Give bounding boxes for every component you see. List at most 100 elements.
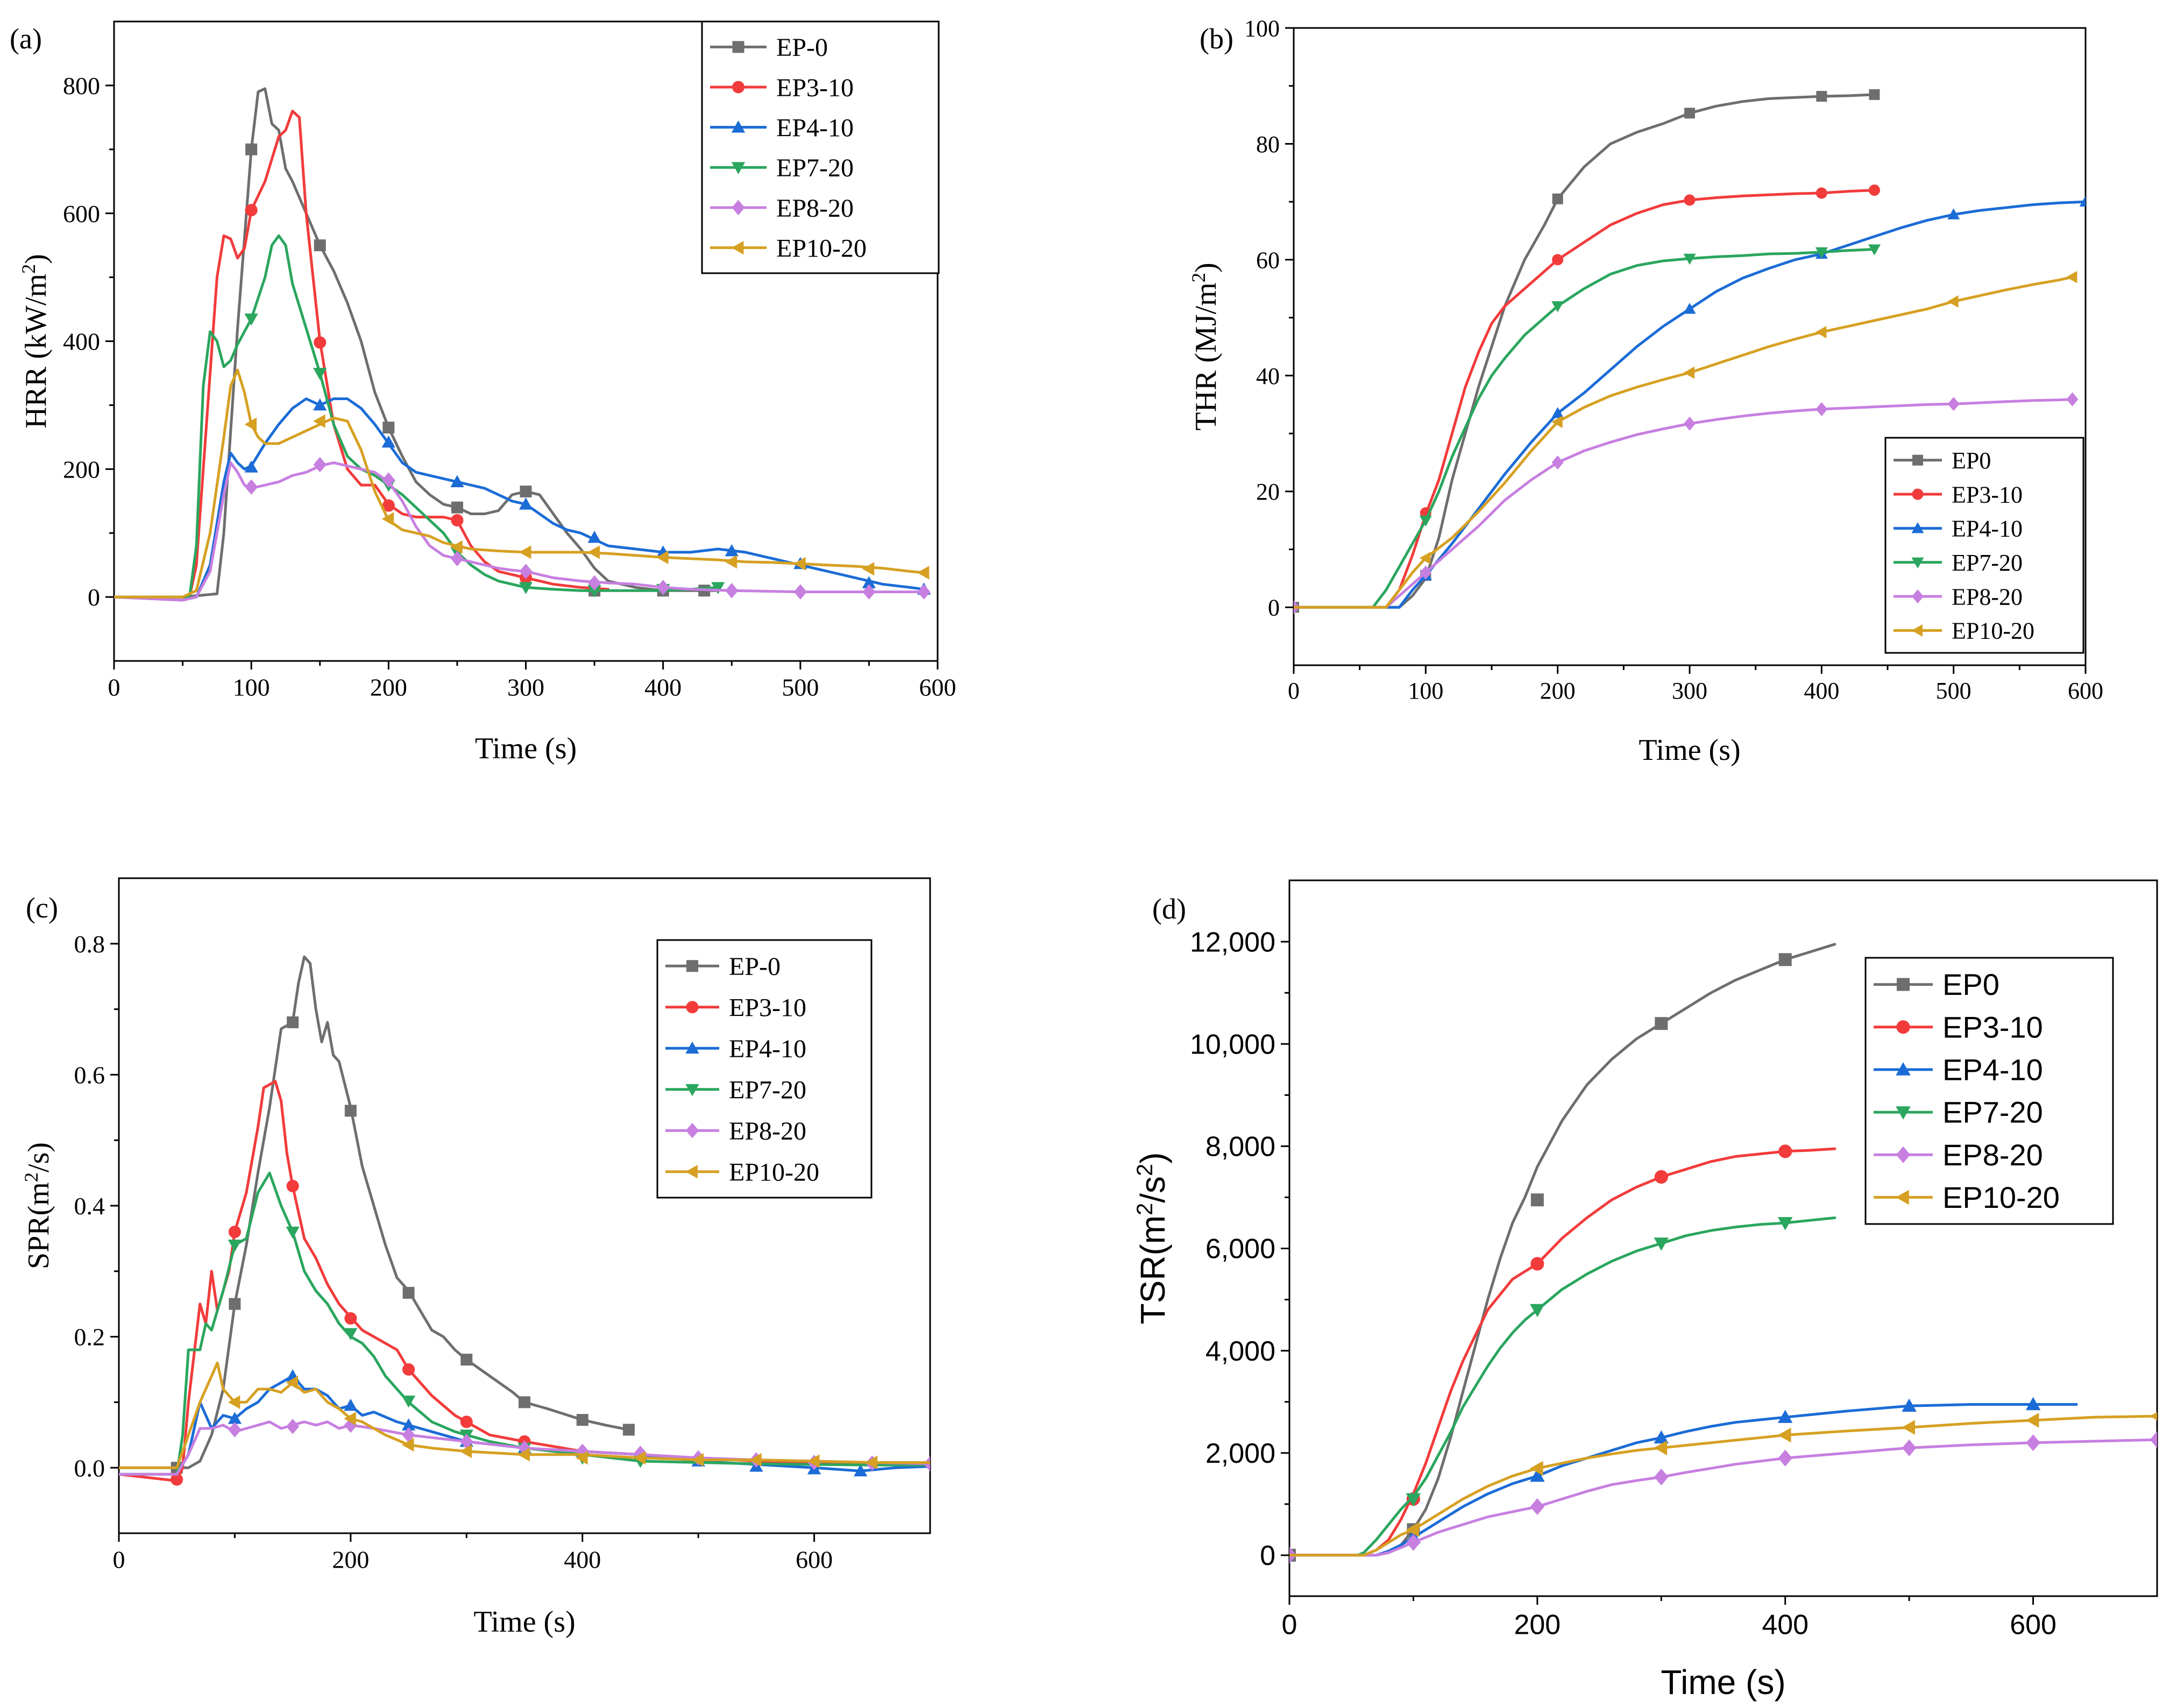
data-point-marker	[229, 1298, 241, 1310]
x-tick-label: 600	[796, 1546, 833, 1573]
data-point-marker	[344, 1398, 358, 1411]
y-tick-label: 6,000	[1205, 1234, 1275, 1265]
legend-label: EP0	[1952, 447, 1991, 474]
data-point-marker	[1947, 295, 1959, 308]
legend-label: EP10-20	[1942, 1180, 2060, 1214]
x-tick-label: 600	[2010, 1610, 2056, 1641]
data-point-marker	[1551, 407, 1564, 418]
y-tick-label: 400	[63, 328, 100, 355]
data-point-marker	[1947, 208, 1960, 219]
data-point-marker	[450, 540, 463, 554]
legend-label: EP3-10	[1952, 481, 2023, 508]
data-point-marker	[344, 1412, 356, 1426]
legend-box	[701, 20, 940, 274]
data-point-marker	[314, 239, 326, 252]
legend-label: EP8-20	[729, 1117, 806, 1145]
data-point-marker	[656, 550, 669, 565]
data-point-marker	[1552, 193, 1563, 204]
x-tick-label: 200	[1514, 1610, 1561, 1641]
legend-marker	[685, 1165, 698, 1179]
data-point-marker	[1654, 1430, 1669, 1444]
x-tick-label: 600	[2068, 678, 2103, 704]
data-point-marker	[634, 1446, 647, 1461]
data-point-marker	[1683, 253, 1696, 265]
legend-label: EP10-20	[1952, 618, 2034, 644]
series-layer	[1294, 89, 2086, 615]
data-point-marker	[459, 1444, 472, 1458]
data-point-marker	[520, 485, 532, 497]
data-point-marker	[314, 336, 327, 349]
y-axis-label-superscript: 2	[18, 264, 39, 274]
legend-label: EP8-20	[1952, 583, 2023, 610]
x-tick-label: 300	[507, 673, 544, 701]
y-tick-label: 0.8	[74, 930, 105, 958]
series-ep8-20	[114, 457, 931, 602]
legend-marker	[685, 1122, 699, 1138]
x-tick-label: 400	[1762, 1610, 1809, 1641]
data-point-marker	[1902, 1398, 1917, 1412]
data-point-marker	[381, 435, 395, 448]
data-point-marker	[2079, 195, 2086, 207]
data-point-marker	[2066, 392, 2079, 407]
legend-marker	[1911, 557, 1924, 569]
data-point-marker	[286, 1376, 299, 1390]
data-point-marker	[1655, 1017, 1668, 1030]
legend-marker	[1912, 488, 1924, 500]
data-point-marker	[1654, 1440, 1668, 1456]
y-axis-label: THR (MJ/m2)	[1188, 262, 1223, 430]
data-point-marker	[793, 557, 806, 571]
series-ep7-20	[1294, 244, 1881, 609]
data-point-marker	[854, 1464, 868, 1477]
series-ep10-20	[1294, 271, 2077, 609]
legend-box	[1864, 957, 2114, 1225]
legend-marker	[1912, 454, 1923, 466]
data-point-marker	[1902, 1439, 1917, 1456]
series-line	[119, 1361, 930, 1469]
data-point-marker	[1902, 1420, 1915, 1435]
data-point-marker	[313, 457, 327, 473]
legend-label: EP7-20	[1952, 550, 2023, 576]
data-point-marker	[286, 1419, 300, 1434]
y-axis-label-tail: )	[19, 254, 53, 264]
series-layer	[119, 955, 930, 1486]
data-point-marker	[587, 575, 601, 591]
data-point-marker	[287, 1016, 299, 1028]
data-point-marker	[1530, 1257, 1544, 1271]
data-point-marker	[519, 545, 531, 559]
data-point-marker	[1551, 455, 1564, 469]
data-point-marker	[1684, 416, 1696, 431]
series-line	[119, 955, 630, 1469]
data-point-marker	[1552, 254, 1564, 266]
data-point-marker	[1551, 416, 1563, 429]
x-axis-label: Time (s)	[473, 1605, 575, 1639]
legend-marker	[1896, 1106, 1911, 1120]
x-tick-label: 200	[332, 1546, 369, 1573]
data-point-marker	[1654, 1468, 1669, 1486]
y-tick-label: 10,000	[1190, 1029, 1275, 1060]
y-tick-label: 80	[1256, 131, 1280, 158]
legend-label: EP7-20	[1942, 1095, 2043, 1129]
data-point-marker	[344, 1417, 357, 1433]
y-axis-label-tail: /s	[1133, 1176, 1172, 1203]
legend-label: EP10-20	[729, 1158, 819, 1187]
data-point-marker	[460, 1354, 473, 1366]
data-point-marker	[519, 497, 533, 510]
y-tick-label: 40	[1256, 363, 1280, 389]
data-point-marker	[656, 579, 670, 595]
y-tick-label: 0.4	[74, 1192, 105, 1220]
data-point-marker	[793, 584, 807, 600]
data-point-marker	[244, 460, 258, 473]
x-tick-label: 300	[1672, 678, 1707, 704]
y-tick-label: 0.2	[74, 1323, 105, 1351]
legend-box	[656, 939, 873, 1199]
data-point-marker	[460, 1434, 473, 1449]
series-line	[1289, 1216, 1836, 1557]
chart-panel-a: 0 100 200 300 400 500 600 0 200 400 600 800 (a) Time …	[10, 20, 956, 765]
data-point-marker	[749, 1453, 762, 1467]
data-point-marker	[286, 1226, 300, 1239]
x-tick-label: 500	[782, 673, 819, 701]
data-point-marker	[519, 1396, 530, 1408]
data-point-marker	[711, 582, 725, 594]
data-point-marker	[460, 1415, 473, 1428]
